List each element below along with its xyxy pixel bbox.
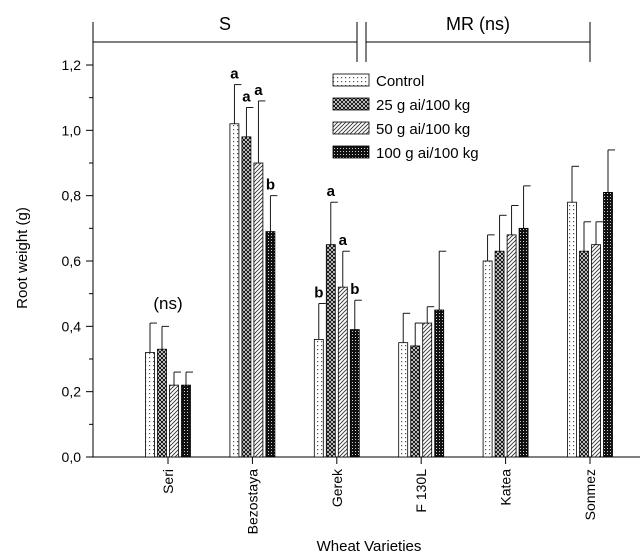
bar — [157, 348, 167, 458]
y-tick-label: 0,8 — [62, 188, 82, 204]
group-label: S — [219, 14, 231, 34]
bar — [482, 260, 493, 458]
y-axis-label: Root weight (g) — [14, 207, 31, 309]
group-label: MR (ns) — [446, 14, 510, 34]
legend-swatch — [332, 121, 370, 135]
x-tick-label: F 130L — [413, 469, 429, 513]
y-tick-label: 0,6 — [62, 253, 82, 269]
bar — [398, 342, 409, 458]
y-tick-label: 1,2 — [62, 57, 82, 73]
bar — [325, 244, 336, 458]
y-tick-label: 0,0 — [62, 449, 82, 465]
group-brackets: S MR (ns) — [92, 14, 591, 62]
annotation-ns: (ns) — [153, 294, 182, 313]
significance-letter: b — [350, 281, 359, 298]
legend-swatch — [332, 97, 370, 111]
significance-letter: b — [314, 284, 323, 301]
bar — [337, 286, 348, 458]
bar — [494, 250, 505, 458]
bar — [422, 322, 433, 458]
legend-label: 25 g ai/100 kg — [376, 97, 470, 114]
x-tick-label: Sonmez — [582, 469, 598, 520]
y-tick-label: 0,4 — [62, 318, 82, 334]
x-axis-label: Wheat Varieties — [317, 538, 422, 555]
bar — [145, 352, 155, 458]
significance-letter: a — [254, 82, 263, 99]
legend: Control 25 g ai/100 kg 50 g ai/100 kg 100 g… — [332, 73, 479, 162]
significance-letter: a — [327, 183, 336, 200]
y-tick-label: 1,0 — [62, 122, 82, 138]
significance-letter: a — [242, 88, 251, 105]
x-tick-label: Seri — [160, 469, 176, 494]
legend-label: 50 g ai/100 kg — [376, 121, 470, 138]
bar — [313, 338, 324, 458]
bar — [434, 309, 445, 458]
bar — [579, 250, 589, 458]
axes: 0,0 0,2 0,4 0,6 0,8 1,0 1,2 Seri Bezostaya Gerek F… — [62, 57, 640, 534]
bar — [518, 227, 529, 458]
x-tick-label: Gerek — [329, 468, 345, 507]
significance-letter: b — [266, 177, 275, 194]
bar — [253, 162, 264, 458]
bar — [265, 231, 276, 458]
bar — [241, 136, 252, 458]
x-tick-label: Katea — [498, 469, 514, 506]
legend-label: Control — [376, 73, 424, 90]
bar — [567, 201, 577, 458]
bar — [229, 123, 240, 458]
bar — [181, 384, 191, 458]
legend-swatch — [332, 145, 370, 159]
y-tick-label: 0,2 — [62, 384, 82, 400]
bar — [603, 191, 613, 458]
bar — [506, 234, 517, 458]
legend-label: 100 g ai/100 kg — [376, 145, 479, 162]
bar — [591, 244, 601, 458]
bar — [349, 329, 360, 458]
bar — [169, 384, 179, 458]
x-tick-label: Bezostaya — [244, 469, 260, 535]
significance-letter: a — [339, 232, 348, 249]
legend-swatch — [332, 73, 370, 87]
bar — [410, 345, 421, 458]
significance-letter: a — [230, 66, 239, 83]
